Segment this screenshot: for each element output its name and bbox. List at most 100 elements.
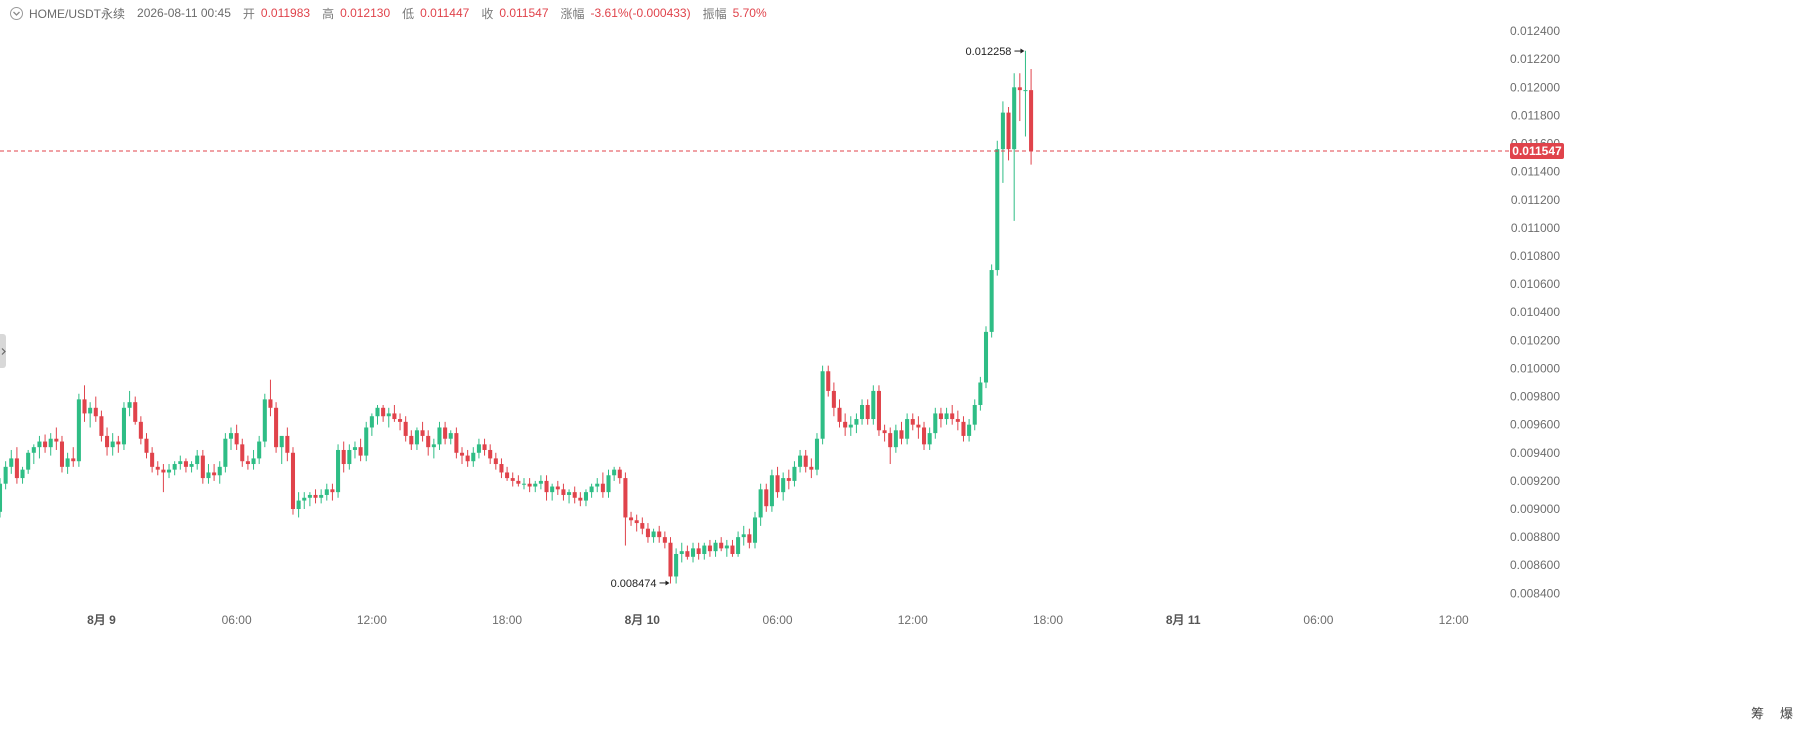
candle-body [634,520,639,524]
candle-body [223,438,228,467]
candle-body [612,469,617,476]
candle-body [567,492,572,495]
candle [674,548,679,584]
candle [414,427,419,450]
candle-body [544,480,549,493]
y-tick-label: 0.009600 [1510,418,1560,432]
candle-body [871,390,876,420]
candle [105,427,110,456]
candle [375,404,380,425]
candle-body [640,523,645,529]
candle [228,427,234,450]
candle [1023,50,1028,137]
candle [640,517,645,535]
candle [983,326,989,389]
candle [916,416,921,439]
candle-body [482,444,487,450]
candle-body [657,531,662,538]
candle-body [71,458,76,462]
candle [138,416,143,445]
candle-body [848,424,853,428]
candle-body [172,464,177,470]
candle-body [161,469,166,473]
x-tick-label: 06:00 [222,613,252,627]
x-tick-label: 06:00 [763,613,793,627]
candle-body [217,466,222,476]
candle-body [741,534,746,538]
candle [65,452,70,474]
candle [381,404,386,422]
y-tick-label: 0.008800 [1510,530,1560,544]
candle [736,531,741,557]
candle [1006,106,1011,161]
candle [578,492,583,507]
candle [330,483,335,501]
candle [978,376,983,411]
candle [702,542,707,560]
candle-body [183,461,188,467]
candle [865,399,870,425]
candle [302,492,307,510]
candle-body [59,441,65,467]
candle-body [685,551,690,557]
candle-body [983,331,989,383]
candle-body [578,497,583,501]
candle [493,452,498,470]
candle [426,430,431,456]
candle [730,539,735,557]
candle-body [899,430,904,439]
candle [595,478,600,493]
candle [955,410,960,431]
candle [995,140,1000,276]
candle [555,480,560,495]
high-price-marker-text: 0.012258 [966,46,1012,58]
candle-body [668,542,673,577]
candle-body [505,472,510,479]
candle-body [516,480,521,484]
candle [443,421,448,445]
candle [927,427,932,450]
candle-body [713,542,718,552]
candle [319,489,324,504]
candle-body [20,469,25,479]
candle [814,433,820,476]
candle [679,542,684,563]
candle-body [150,452,155,467]
candle-body [398,419,403,422]
y-tick-label: 0.010200 [1510,333,1560,347]
candle [1012,73,1017,221]
candle-body [606,475,611,493]
y-tick-label: 0.009400 [1510,446,1560,460]
chip-distribution-button[interactable]: 筹 [1750,706,1764,721]
candle [910,413,915,431]
x-tick-label: 8月 11 [1166,613,1201,627]
candle [358,438,363,462]
candle-body [927,433,932,445]
candle [589,483,594,498]
legend-low-label: 低 [402,6,415,21]
chevron-down-circle-icon[interactable] [10,6,23,20]
candle [606,469,611,498]
candle-body [995,149,1000,271]
candle-body [206,472,211,479]
liquidation-button[interactable]: 爆 [1779,706,1793,721]
candle [899,421,904,445]
panel-expand-handle[interactable] [0,334,6,368]
time-axis[interactable]: 8月 9 06:00 12:00 18:00 8月 10 06:00 12:00 18:00 8… [87,613,1469,627]
candle [88,402,93,428]
y-tick-label: 0.008400 [1510,586,1560,600]
candle [820,365,825,445]
price-axis[interactable]: 0.008400 0.008600 0.008800 0.009000 0.009200… [1510,24,1560,600]
low-price-marker: 0.008474 [611,578,670,590]
candle-body [550,486,555,493]
candle-body [307,494,312,498]
candle [178,455,183,470]
candle-body [302,497,307,501]
candle-body [651,531,656,538]
candle [629,511,634,526]
candle-body [364,427,369,456]
candle [561,483,566,501]
candle [43,434,48,453]
